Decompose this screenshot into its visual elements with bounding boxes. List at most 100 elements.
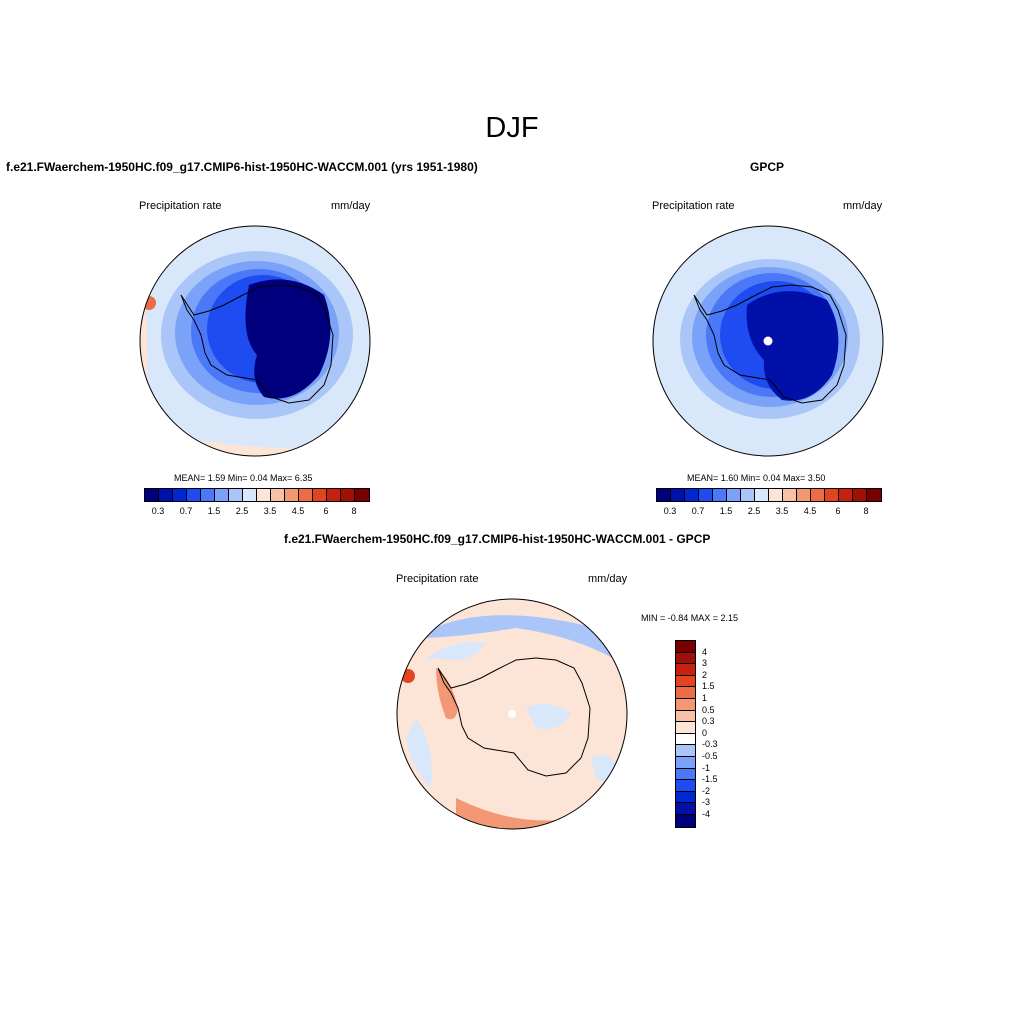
diff-colorbar-swatch — [676, 641, 695, 653]
colorbar-swatch — [713, 489, 727, 501]
diff-colorbar-swatch — [676, 652, 695, 665]
colorbar-swatch — [299, 489, 313, 501]
model-panel-title: f.e21.FWaerchem-1950HC.f09_g17.CMIP6-his… — [6, 160, 478, 174]
diff-colorbar-swatch — [676, 664, 695, 676]
obs-polar-map — [652, 225, 884, 457]
diff-colorbar-tick-label: 1.5 — [702, 681, 715, 692]
colorbar-tick-label: 6 — [323, 506, 329, 516]
colorbar-swatch — [145, 489, 159, 501]
colorbar-tick-label: 0.7 — [179, 506, 193, 516]
diff-colorbar-swatch — [676, 780, 695, 792]
colorbar-swatch — [741, 489, 755, 501]
colorbar-swatch — [173, 489, 187, 501]
colorbar-tick-label: 4.5 — [803, 506, 817, 516]
colorbar-swatch — [187, 489, 201, 501]
diff-colorbar-swatch — [676, 675, 695, 688]
diff-colorbar-swatch — [676, 733, 695, 746]
colorbar-tick-label: 2.5 — [747, 506, 761, 516]
model-fill-hotspot — [142, 296, 156, 310]
diff-colorbar — [675, 640, 696, 828]
colorbar-tick-label: 8 — [863, 506, 869, 516]
colorbar-swatch — [755, 489, 769, 501]
diff-stats: MIN = -0.84 MAX = 2.15 — [641, 613, 739, 623]
colorbar-tick-label: 3.5 — [263, 506, 277, 516]
obs-coastline — [693, 284, 847, 404]
diff-fill-blue-1 — [426, 642, 486, 660]
diff-colorbar-tick-label: 1 — [702, 693, 708, 703]
colorbar-swatch — [215, 489, 229, 501]
diff-colorbar-tick-label: 0.3 — [702, 716, 715, 727]
diff-map-border — [396, 598, 628, 830]
diff-colorbar-tick-label: 4 — [702, 646, 708, 657]
colorbar-tick-label: 0.3 — [151, 506, 165, 516]
diff-colorbar-tick-label: -2 — [702, 785, 711, 796]
colorbar-swatch — [671, 489, 685, 501]
diff-colorbar-tick-label: -1.5 — [702, 774, 718, 785]
obs-stats: MEAN= 1.60 Min= 0.04 Max= 3.50 — [687, 473, 826, 483]
obs-variable-label: Precipitation rate — [652, 200, 735, 212]
obs-fill-level-5 — [746, 291, 839, 401]
diff-colorbar-swatch — [676, 803, 695, 815]
colorbar-tick-label: 4.5 — [291, 506, 305, 516]
diff-colorbar-tick-label: 0.5 — [702, 704, 715, 715]
diff-colorbar-tick-label: 0 — [702, 727, 708, 738]
diff-units-label: mm/day — [588, 573, 628, 585]
diff-fill-blue-2 — [526, 704, 571, 729]
diff-colorbar-swatch — [676, 814, 695, 827]
colorbar-swatch — [685, 489, 699, 501]
diff-fill-red-south — [456, 798, 576, 829]
colorbar-swatch — [313, 489, 327, 501]
diff-colorbar-tick-label: 2 — [702, 669, 708, 680]
diff-colorbar-swatch — [676, 756, 695, 769]
colorbar-swatch — [811, 489, 825, 501]
obs-units-label: mm/day — [843, 200, 883, 212]
colorbar-swatch — [853, 489, 867, 501]
model-colorbar — [144, 488, 370, 502]
diff-colorbar-tick-label: -0.3 — [702, 739, 718, 750]
diff-variable-label: Precipitation rate — [396, 573, 479, 585]
colorbar-tick-label: 0.7 — [691, 506, 705, 516]
colorbar-swatch — [327, 489, 341, 501]
diff-colorbar-tick-label: -4 — [702, 809, 711, 819]
colorbar-tick-label: 0.3 — [663, 506, 677, 516]
colorbar-swatch — [657, 489, 671, 501]
colorbar-swatch — [341, 489, 355, 501]
diff-colorbar-swatch — [676, 722, 695, 734]
diff-fill-blue-3 — [406, 718, 432, 788]
diff-coastline — [437, 657, 591, 777]
model-polar-map — [139, 225, 371, 457]
diff-missing-pole — [508, 710, 516, 718]
diff-colorbar-tick-label: -1 — [702, 762, 711, 773]
colorbar-swatch — [355, 489, 369, 501]
colorbar-tick-label: 3.5 — [775, 506, 789, 516]
diff-colorbar-swatch — [676, 687, 695, 699]
diff-colorbar-labels: 4 3 2 1.5 1 0.5 0.3 0 -0.3 -0.5 -1 -1.5 -2 -3 -4 — [702, 640, 742, 828]
colorbar-swatch — [243, 489, 257, 501]
obs-missing-pole — [763, 336, 773, 346]
diff-colorbar-tick-label: 3 — [702, 658, 708, 669]
colorbar-swatch — [727, 489, 741, 501]
diff-fill-blue-north — [416, 599, 627, 668]
colorbar-swatch — [159, 489, 173, 501]
colorbar-swatch — [271, 489, 285, 501]
diff-panel-title: f.e21.FWaerchem-1950HC.f09_g17.CMIP6-his… — [284, 532, 711, 546]
diff-colorbar-swatch — [676, 791, 695, 804]
colorbar-swatch — [867, 489, 881, 501]
diff-colorbar-swatch — [676, 745, 695, 757]
obs-map-border — [652, 225, 884, 457]
colorbar-swatch — [285, 489, 299, 501]
obs-colorbar — [656, 488, 882, 502]
colorbar-swatch — [797, 489, 811, 501]
colorbar-swatch — [699, 489, 713, 501]
colorbar-swatch — [769, 489, 783, 501]
diff-colorbar-swatch — [676, 698, 695, 711]
colorbar-tick-label: 2.5 — [235, 506, 249, 516]
model-variable-label: Precipitation rate — [139, 200, 222, 212]
model-map-border — [139, 225, 371, 457]
page-title: DJF — [485, 112, 539, 144]
model-fill-level-5 — [245, 279, 331, 399]
diff-colorbar-swatch — [676, 768, 695, 781]
diff-colorbar-tick-label: -0.5 — [702, 751, 718, 761]
colorbar-tick-label: 8 — [351, 506, 357, 516]
diff-colorbar-swatch — [676, 710, 695, 723]
